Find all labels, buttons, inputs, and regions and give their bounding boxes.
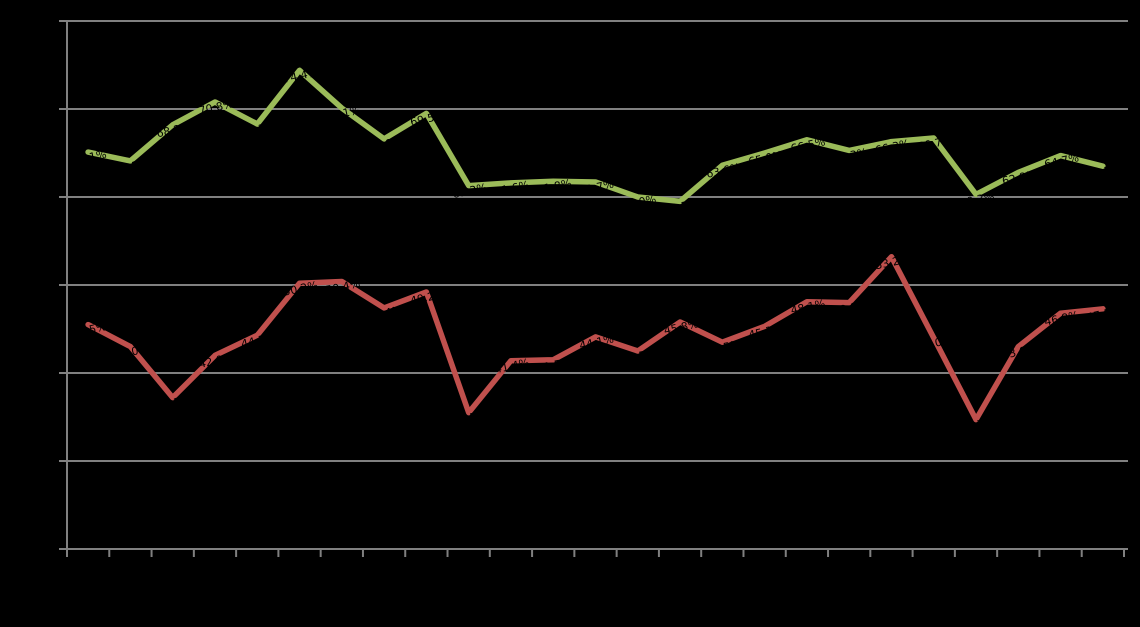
red-lower-series-line [85,254,1106,423]
green-upper-series-line [85,67,1106,205]
y-gridlines [67,20,1128,462]
x-axis [59,548,1128,557]
